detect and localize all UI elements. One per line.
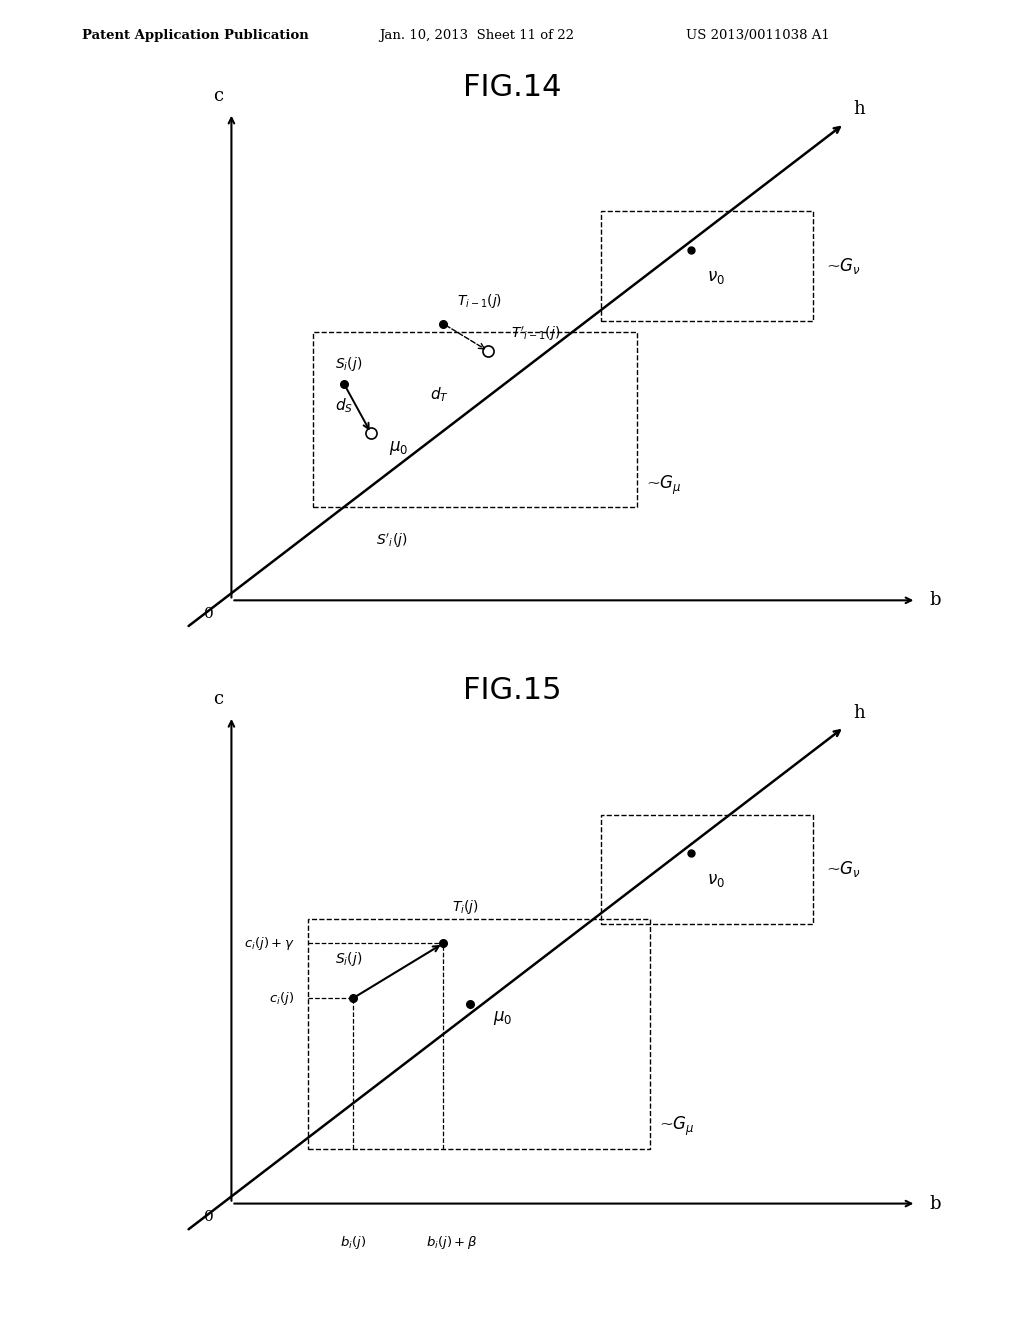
Text: ~$G_{\mu}$: ~$G_{\mu}$ <box>659 1115 695 1138</box>
Text: $T_i(j)$: $T_i(j)$ <box>453 898 479 916</box>
Bar <box>312 331 637 507</box>
Text: $c_i(j)+\gamma$: $c_i(j)+\gamma$ <box>244 935 295 952</box>
Bar <box>601 814 813 924</box>
Text: c: c <box>213 87 223 104</box>
Text: $\mu_0$: $\mu_0$ <box>389 438 409 457</box>
Text: FIG.14: FIG.14 <box>463 73 561 102</box>
Text: FIG.15: FIG.15 <box>463 676 561 705</box>
Text: $d_T$: $d_T$ <box>430 385 449 404</box>
Text: $d_S$: $d_S$ <box>335 396 353 416</box>
Text: $\mu_0$: $\mu_0$ <box>493 1008 512 1027</box>
Text: $T'_{i-1}(j)$: $T'_{i-1}(j)$ <box>511 325 560 343</box>
Text: b: b <box>930 1195 941 1213</box>
Text: $T_{i-1}(j)$: $T_{i-1}(j)$ <box>457 292 502 310</box>
Text: $b_i(j)+\beta$: $b_i(j)+\beta$ <box>426 1234 478 1251</box>
Text: c: c <box>213 690 223 708</box>
Text: Jan. 10, 2013  Sheet 11 of 22: Jan. 10, 2013 Sheet 11 of 22 <box>379 29 573 42</box>
Text: $b_i(j)$: $b_i(j)$ <box>340 1234 367 1251</box>
Text: ~$G_{\nu}$: ~$G_{\nu}$ <box>826 256 861 276</box>
Text: $\nu_0$: $\nu_0$ <box>708 269 725 286</box>
Text: $\nu_0$: $\nu_0$ <box>708 873 725 890</box>
Text: h: h <box>853 704 865 722</box>
Text: US 2013/0011038 A1: US 2013/0011038 A1 <box>686 29 829 42</box>
Text: $S_i(j)$: $S_i(j)$ <box>335 950 362 968</box>
Bar <box>308 919 650 1148</box>
Text: $c_i(j)$: $c_i(j)$ <box>269 990 295 1007</box>
Text: 0: 0 <box>204 607 214 620</box>
Text: ~$G_{\mu}$: ~$G_{\mu}$ <box>646 474 682 496</box>
Text: b: b <box>930 591 941 610</box>
Text: ~$G_{\nu}$: ~$G_{\nu}$ <box>826 859 861 879</box>
Text: $S'_i(j)$: $S'_i(j)$ <box>376 532 408 550</box>
Text: $S_i(j)$: $S_i(j)$ <box>335 355 362 374</box>
Text: 0: 0 <box>204 1210 214 1224</box>
Text: Patent Application Publication: Patent Application Publication <box>82 29 308 42</box>
Text: h: h <box>853 100 865 119</box>
Bar <box>601 211 813 321</box>
